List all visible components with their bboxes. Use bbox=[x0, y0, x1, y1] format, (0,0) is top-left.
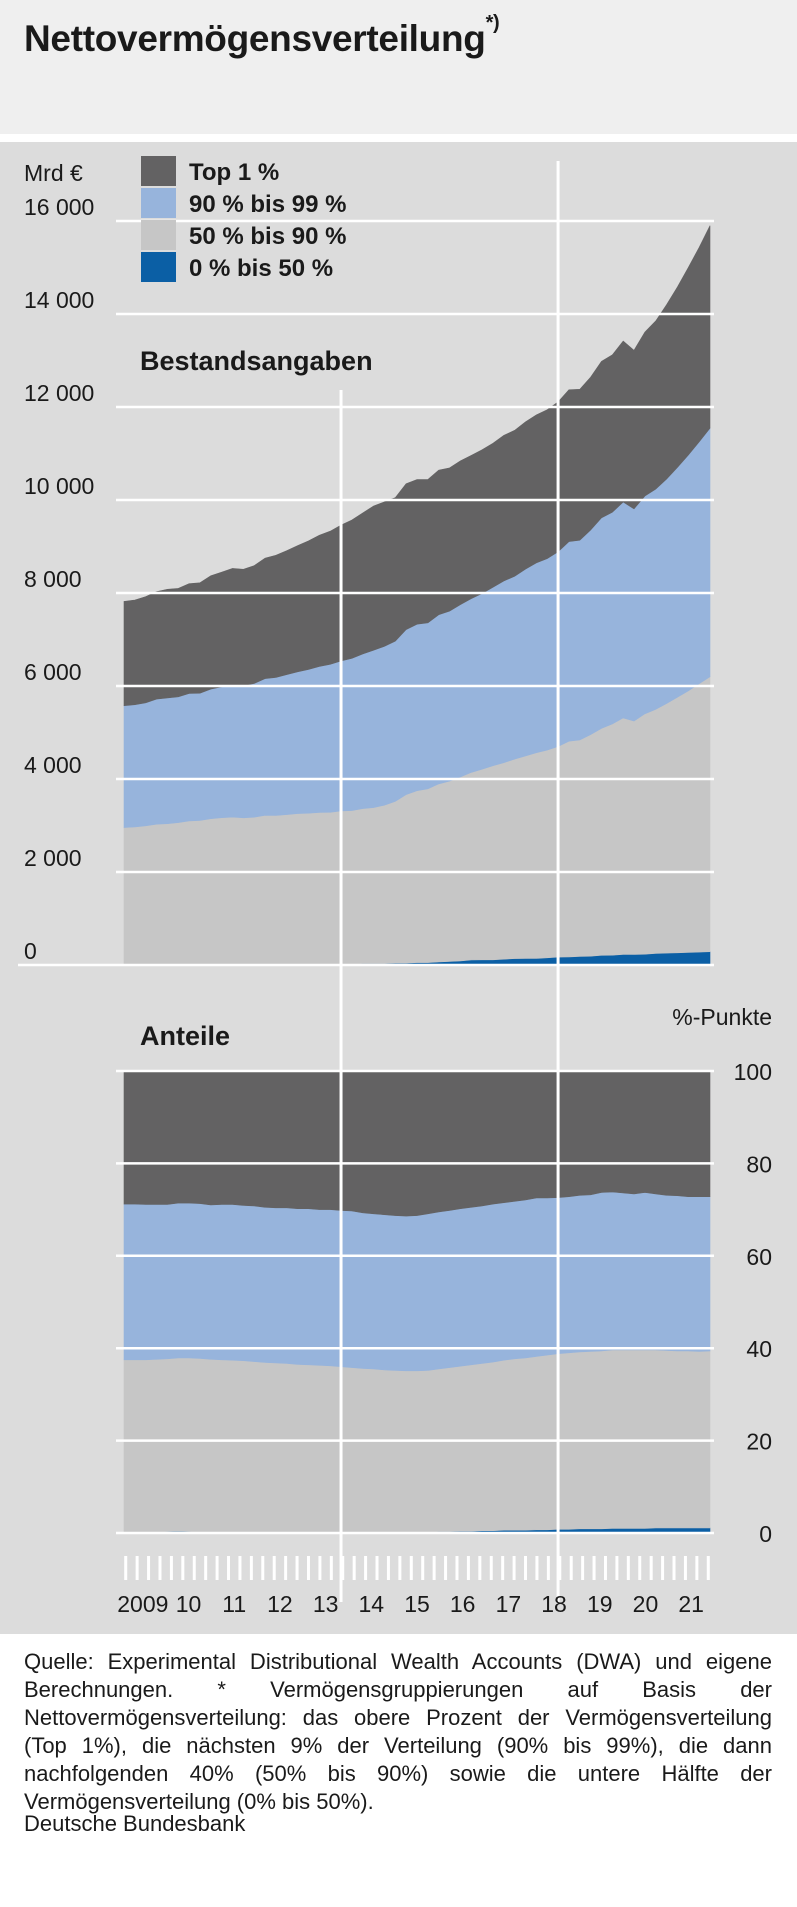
legend-swatch-p0_50 bbox=[141, 252, 176, 282]
unit-label-anteile: %-Punkte bbox=[672, 1004, 772, 1030]
chart-svg: 0 2 000 4 000 6 000 8 000 10 000 12 000 14 000 1… bbox=[18, 156, 772, 1617]
xtick-label-21: 21 bbox=[678, 1591, 704, 1617]
ytick-bestand-8000: 8 000 bbox=[24, 566, 82, 592]
xtick-label-19: 19 bbox=[587, 1591, 613, 1617]
xtick-label-13: 13 bbox=[313, 1591, 339, 1617]
publisher: Deutsche Bundesbank bbox=[24, 1811, 246, 1836]
xtick-label-15: 15 bbox=[404, 1591, 430, 1617]
xtick-label-16: 16 bbox=[450, 1591, 476, 1617]
legend-swatch-p50_90 bbox=[141, 220, 176, 250]
ytick-anteile-100: 100 bbox=[734, 1059, 772, 1085]
legend-swatch-top1 bbox=[141, 156, 176, 186]
xtick-label-18: 18 bbox=[541, 1591, 567, 1617]
legend-label-p0_50: 0 % bis 50 % bbox=[189, 255, 333, 282]
ytick-bestand-12000: 12 000 bbox=[24, 380, 94, 406]
xtick-label-10: 10 bbox=[176, 1591, 202, 1617]
xtick-label-17: 17 bbox=[496, 1591, 522, 1617]
xtick-label-14: 14 bbox=[359, 1591, 385, 1617]
ytick-bestand-2000: 2 000 bbox=[24, 845, 82, 871]
ytick-bestand-0: 0 bbox=[24, 938, 37, 964]
header: Nettovermögensverteilung*) bbox=[0, 0, 797, 134]
chart-title-bestandsangaben: Bestandsangaben bbox=[140, 346, 373, 376]
ytick-bestand-10000: 10 000 bbox=[24, 473, 94, 499]
area-anteile-p90_99 bbox=[123, 1191, 711, 1372]
ytick-anteile-80: 80 bbox=[746, 1151, 772, 1177]
title-text: Nettovermögensverteilung bbox=[24, 18, 486, 59]
ytick-bestand-6000: 6 000 bbox=[24, 659, 82, 685]
area-bestand-top1 bbox=[123, 225, 711, 707]
legend-label-p50_90: 50 % bis 90 % bbox=[189, 223, 346, 250]
xtick-label-11: 11 bbox=[222, 1591, 246, 1617]
legend-label-top1: Top 1 % bbox=[189, 159, 279, 186]
ytick-anteile-40: 40 bbox=[746, 1336, 772, 1362]
ytick-bestand-4000: 4 000 bbox=[24, 752, 82, 778]
xtick-label-12: 12 bbox=[267, 1591, 293, 1617]
ytick-anteile-0: 0 bbox=[759, 1521, 772, 1547]
chart-panel: 0 2 000 4 000 6 000 8 000 10 000 12 000 14 000 1… bbox=[0, 142, 797, 1634]
xtick-label-2009: 2009 bbox=[117, 1591, 168, 1617]
title-footnote-mark: *) bbox=[485, 12, 500, 34]
page-title: Nettovermögensverteilung*) bbox=[24, 12, 500, 60]
ytick-anteile-60: 60 bbox=[746, 1244, 772, 1270]
ytick-bestand-14000: 14 000 bbox=[24, 287, 94, 313]
ytick-bestand-16000: 16 000 bbox=[24, 194, 94, 220]
xtick-label-20: 20 bbox=[633, 1591, 659, 1617]
unit-label-bestand: Mrd € bbox=[24, 160, 83, 186]
chart-title-anteile: Anteile bbox=[140, 1021, 230, 1051]
ytick-anteile-20: 20 bbox=[746, 1429, 772, 1455]
legend-label-p90_99: 90 % bis 99 % bbox=[189, 191, 346, 218]
source-note: Quelle: Experimental Distributional Weal… bbox=[24, 1649, 772, 1814]
legend-swatch-p90_99 bbox=[141, 188, 176, 218]
